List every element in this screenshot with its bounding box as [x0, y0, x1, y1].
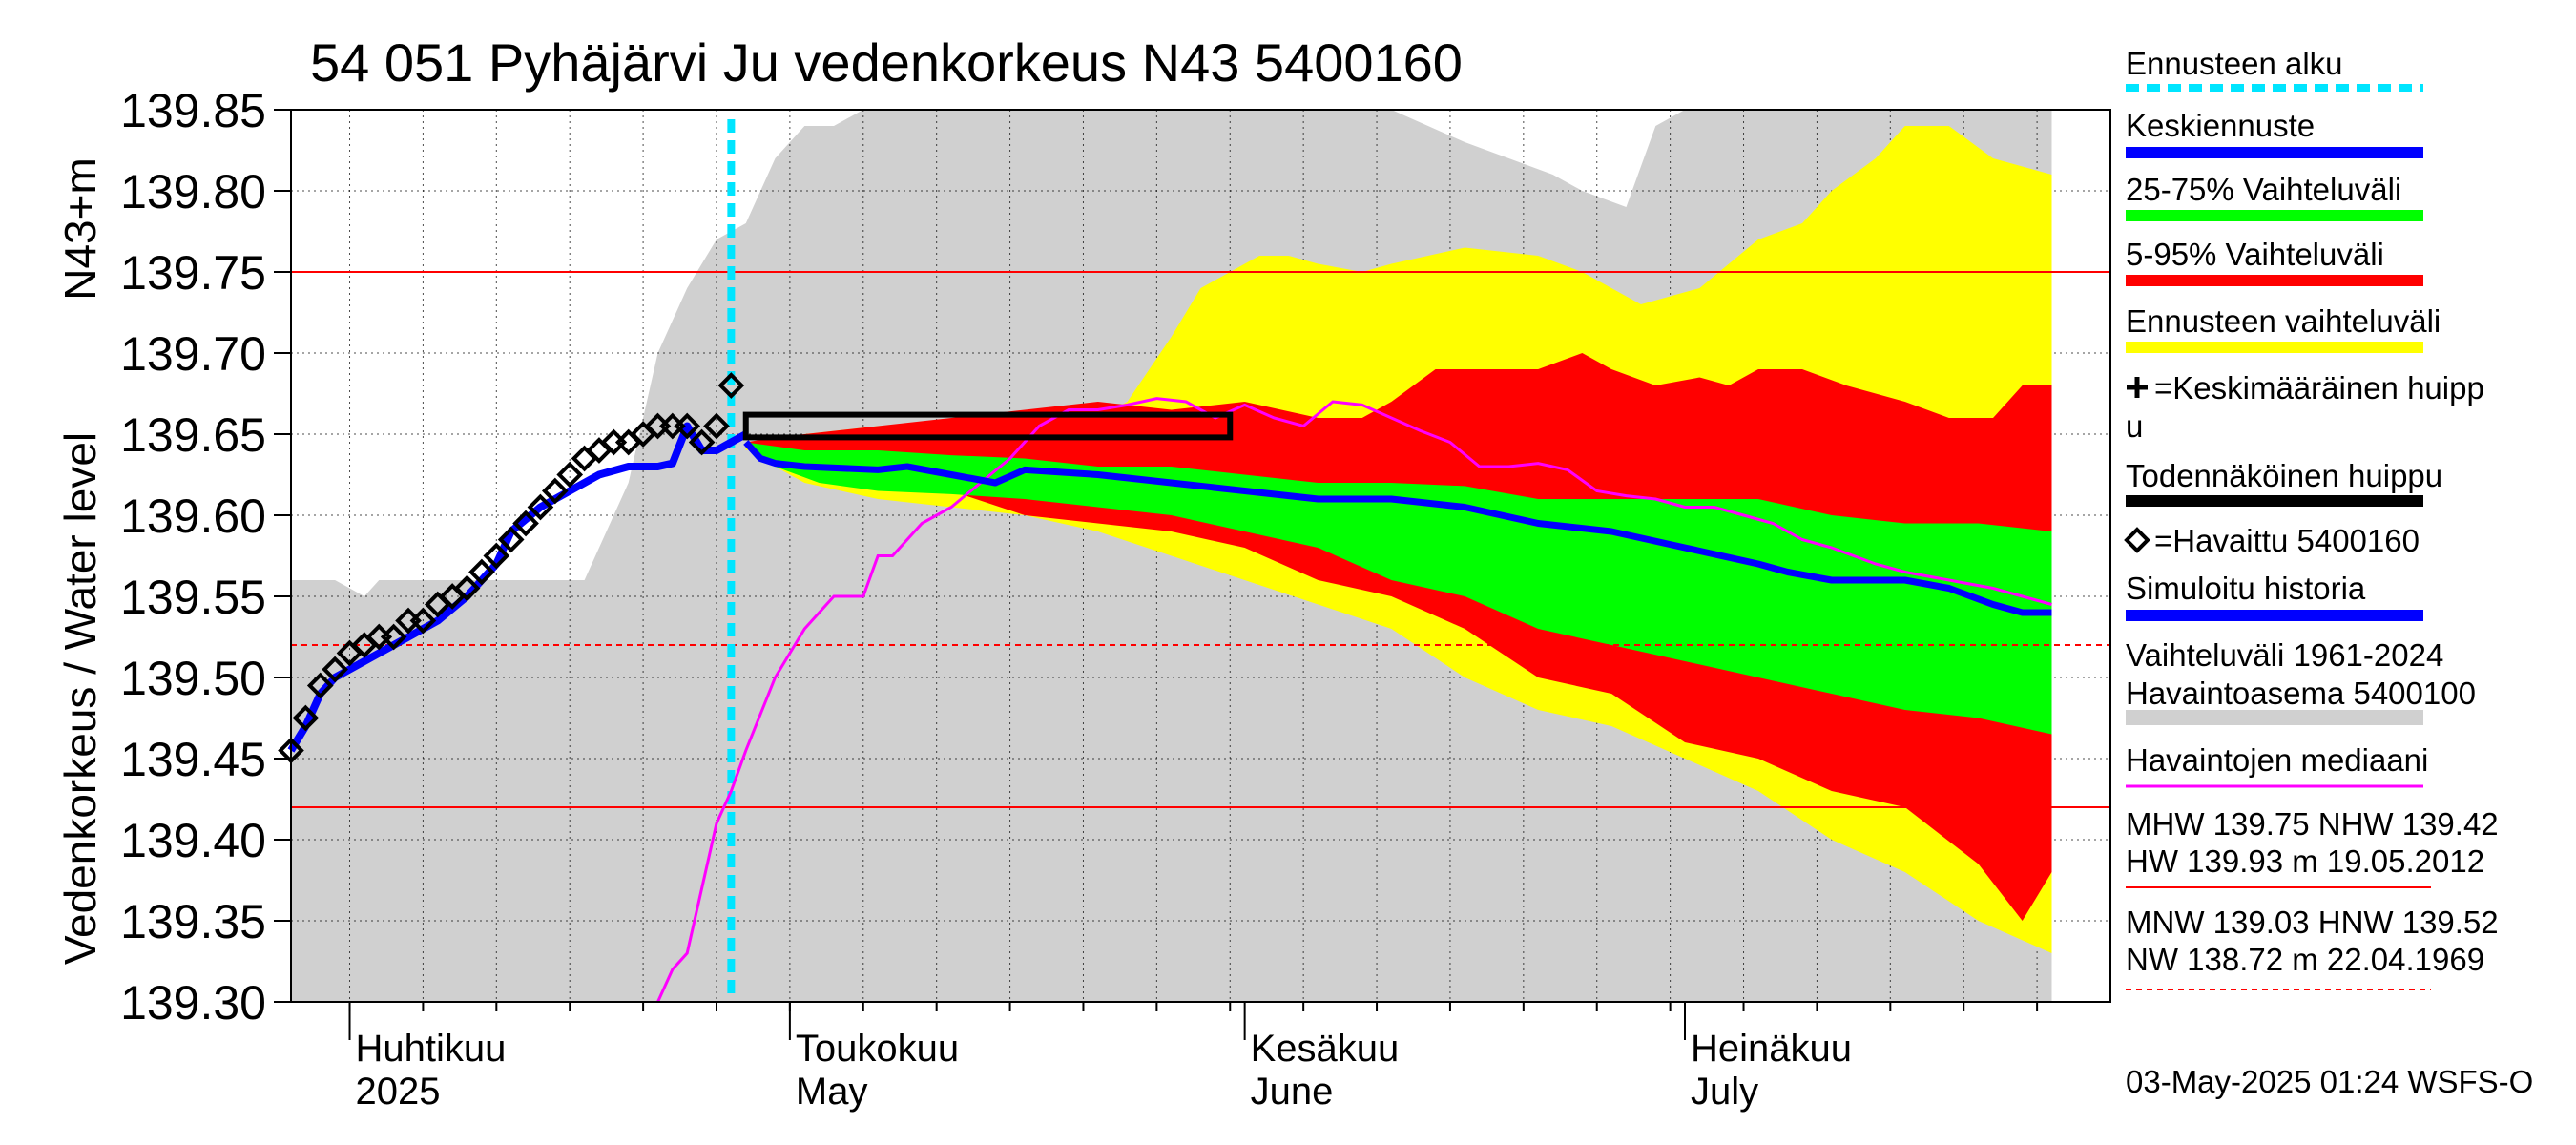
y-axis-unit-label: N43+m	[55, 157, 105, 301]
month-label-en: 2025	[356, 1071, 441, 1113]
legend-label: 5-95% Vaihteluväli	[2126, 237, 2384, 272]
y-tick-label: 139.30	[120, 976, 266, 1030]
legend-label: =Keskimääräinen huipp	[2154, 370, 2484, 406]
stats-hw-line: HW 139.93 m 19.05.2012	[2126, 843, 2484, 879]
legend-label: Simuloitu historia	[2126, 571, 2366, 606]
legend-label: Todennäköinen huippu	[2126, 458, 2442, 493]
month-label-en: June	[1251, 1071, 1334, 1113]
y-tick-label: 139.50	[120, 652, 266, 705]
legend-label: Ennusteen vaihteluväli	[2126, 303, 2441, 339]
month-label-fi: Kesäkuu	[1251, 1028, 1400, 1070]
observed-point	[453, 574, 481, 602]
observed-point	[674, 412, 701, 440]
month-label-fi: Heinäkuu	[1691, 1028, 1852, 1070]
legend-label: 25-75% Vaihteluväli	[2126, 172, 2401, 207]
legend-label: Havaintojen mediaani	[2126, 742, 2428, 778]
y-tick-label: 139.70	[120, 327, 266, 381]
observed-point	[483, 542, 510, 570]
legend-swatch	[2126, 495, 2423, 507]
legend: Ennusteen alku Keskiennuste 25-75% Vaihtel…	[2124, 46, 2484, 788]
legend-diamond-icon	[2124, 527, 2150, 553]
observed-point	[322, 656, 348, 683]
observed-point	[688, 428, 716, 456]
stats-nw-line: NW 138.72 m 22.04.1969	[2126, 942, 2484, 977]
legend-label-continued: u	[2126, 408, 2143, 444]
legend-label-continued: Havaintoasema 5400100	[2126, 676, 2476, 711]
legend-swatch	[2126, 342, 2423, 353]
observed-point	[497, 526, 525, 553]
observed-point	[306, 672, 334, 699]
stats-mnw-line: MNW 139.03 HNW 139.52	[2126, 905, 2499, 940]
stats-mhw-line: MHW 139.75 NHW 139.42	[2126, 806, 2499, 842]
reference-lines-layer	[291, 119, 2110, 1002]
y-tick-label: 139.85	[120, 84, 266, 137]
observed-point	[292, 704, 320, 732]
footer-timestamp: 03-May-2025 01:24 WSFS-O	[2126, 1064, 2533, 1099]
observed-point	[703, 412, 730, 440]
plot-frame	[290, 109, 2111, 1003]
y-tick-label: 139.35	[120, 895, 266, 948]
forecast-bands-layer	[745, 126, 2052, 953]
observed-markers-layer	[278, 372, 745, 764]
observed-point	[717, 372, 745, 399]
legend-swatch	[2126, 610, 2423, 621]
legend-swatch	[2126, 147, 2423, 158]
median-line	[656, 397, 2052, 1003]
chart-title: 54 051 Pyhäjärvi Ju vedenkorkeus N43 540…	[310, 32, 1463, 93]
legend-label: Keskiennuste	[2126, 108, 2315, 143]
plot-bottom-mask	[0, 1003, 2115, 1014]
y-tick-label: 139.40	[120, 814, 266, 867]
legend-label: =Havaittu 5400160	[2154, 523, 2420, 558]
legend-swatch	[2126, 275, 2423, 286]
month-label-fi: Huhtikuu	[356, 1028, 507, 1070]
month-label-en: May	[796, 1071, 868, 1113]
band-25-75	[745, 442, 2052, 735]
probable-peak-box	[742, 411, 1234, 441]
month-label-en: July	[1691, 1071, 1758, 1113]
y-tick-label: 139.65	[120, 408, 266, 462]
legend-label: Vaihteluväli 1961-2024	[2126, 637, 2443, 673]
y-tick-label: 139.75	[120, 246, 266, 300]
legend-label: Ennusteen alku	[2126, 46, 2343, 81]
month-label-fi: Toukokuu	[796, 1028, 959, 1070]
y-tick-label: 139.45	[120, 733, 266, 786]
legend-swatch	[2126, 210, 2423, 221]
axes-layer: 139.85 139.80 139.75 139.70 139.65 139.60 139.…	[0, 84, 2115, 1113]
observed-point	[409, 607, 437, 635]
observed-point	[527, 493, 554, 521]
y-axis-label: Vedenkorkeus / Water level	[55, 432, 105, 965]
mean-forecast-line	[743, 440, 2052, 616]
legend-swatch	[2126, 710, 2423, 725]
y-tick-label: 139.80	[120, 165, 266, 219]
y-tick-label: 139.60	[120, 489, 266, 543]
observed-point	[541, 477, 569, 505]
observed-point	[380, 623, 407, 651]
y-tick-label: 139.55	[120, 571, 266, 624]
observed-point	[556, 461, 584, 489]
observed-point	[512, 510, 539, 537]
observed-point	[468, 558, 495, 586]
